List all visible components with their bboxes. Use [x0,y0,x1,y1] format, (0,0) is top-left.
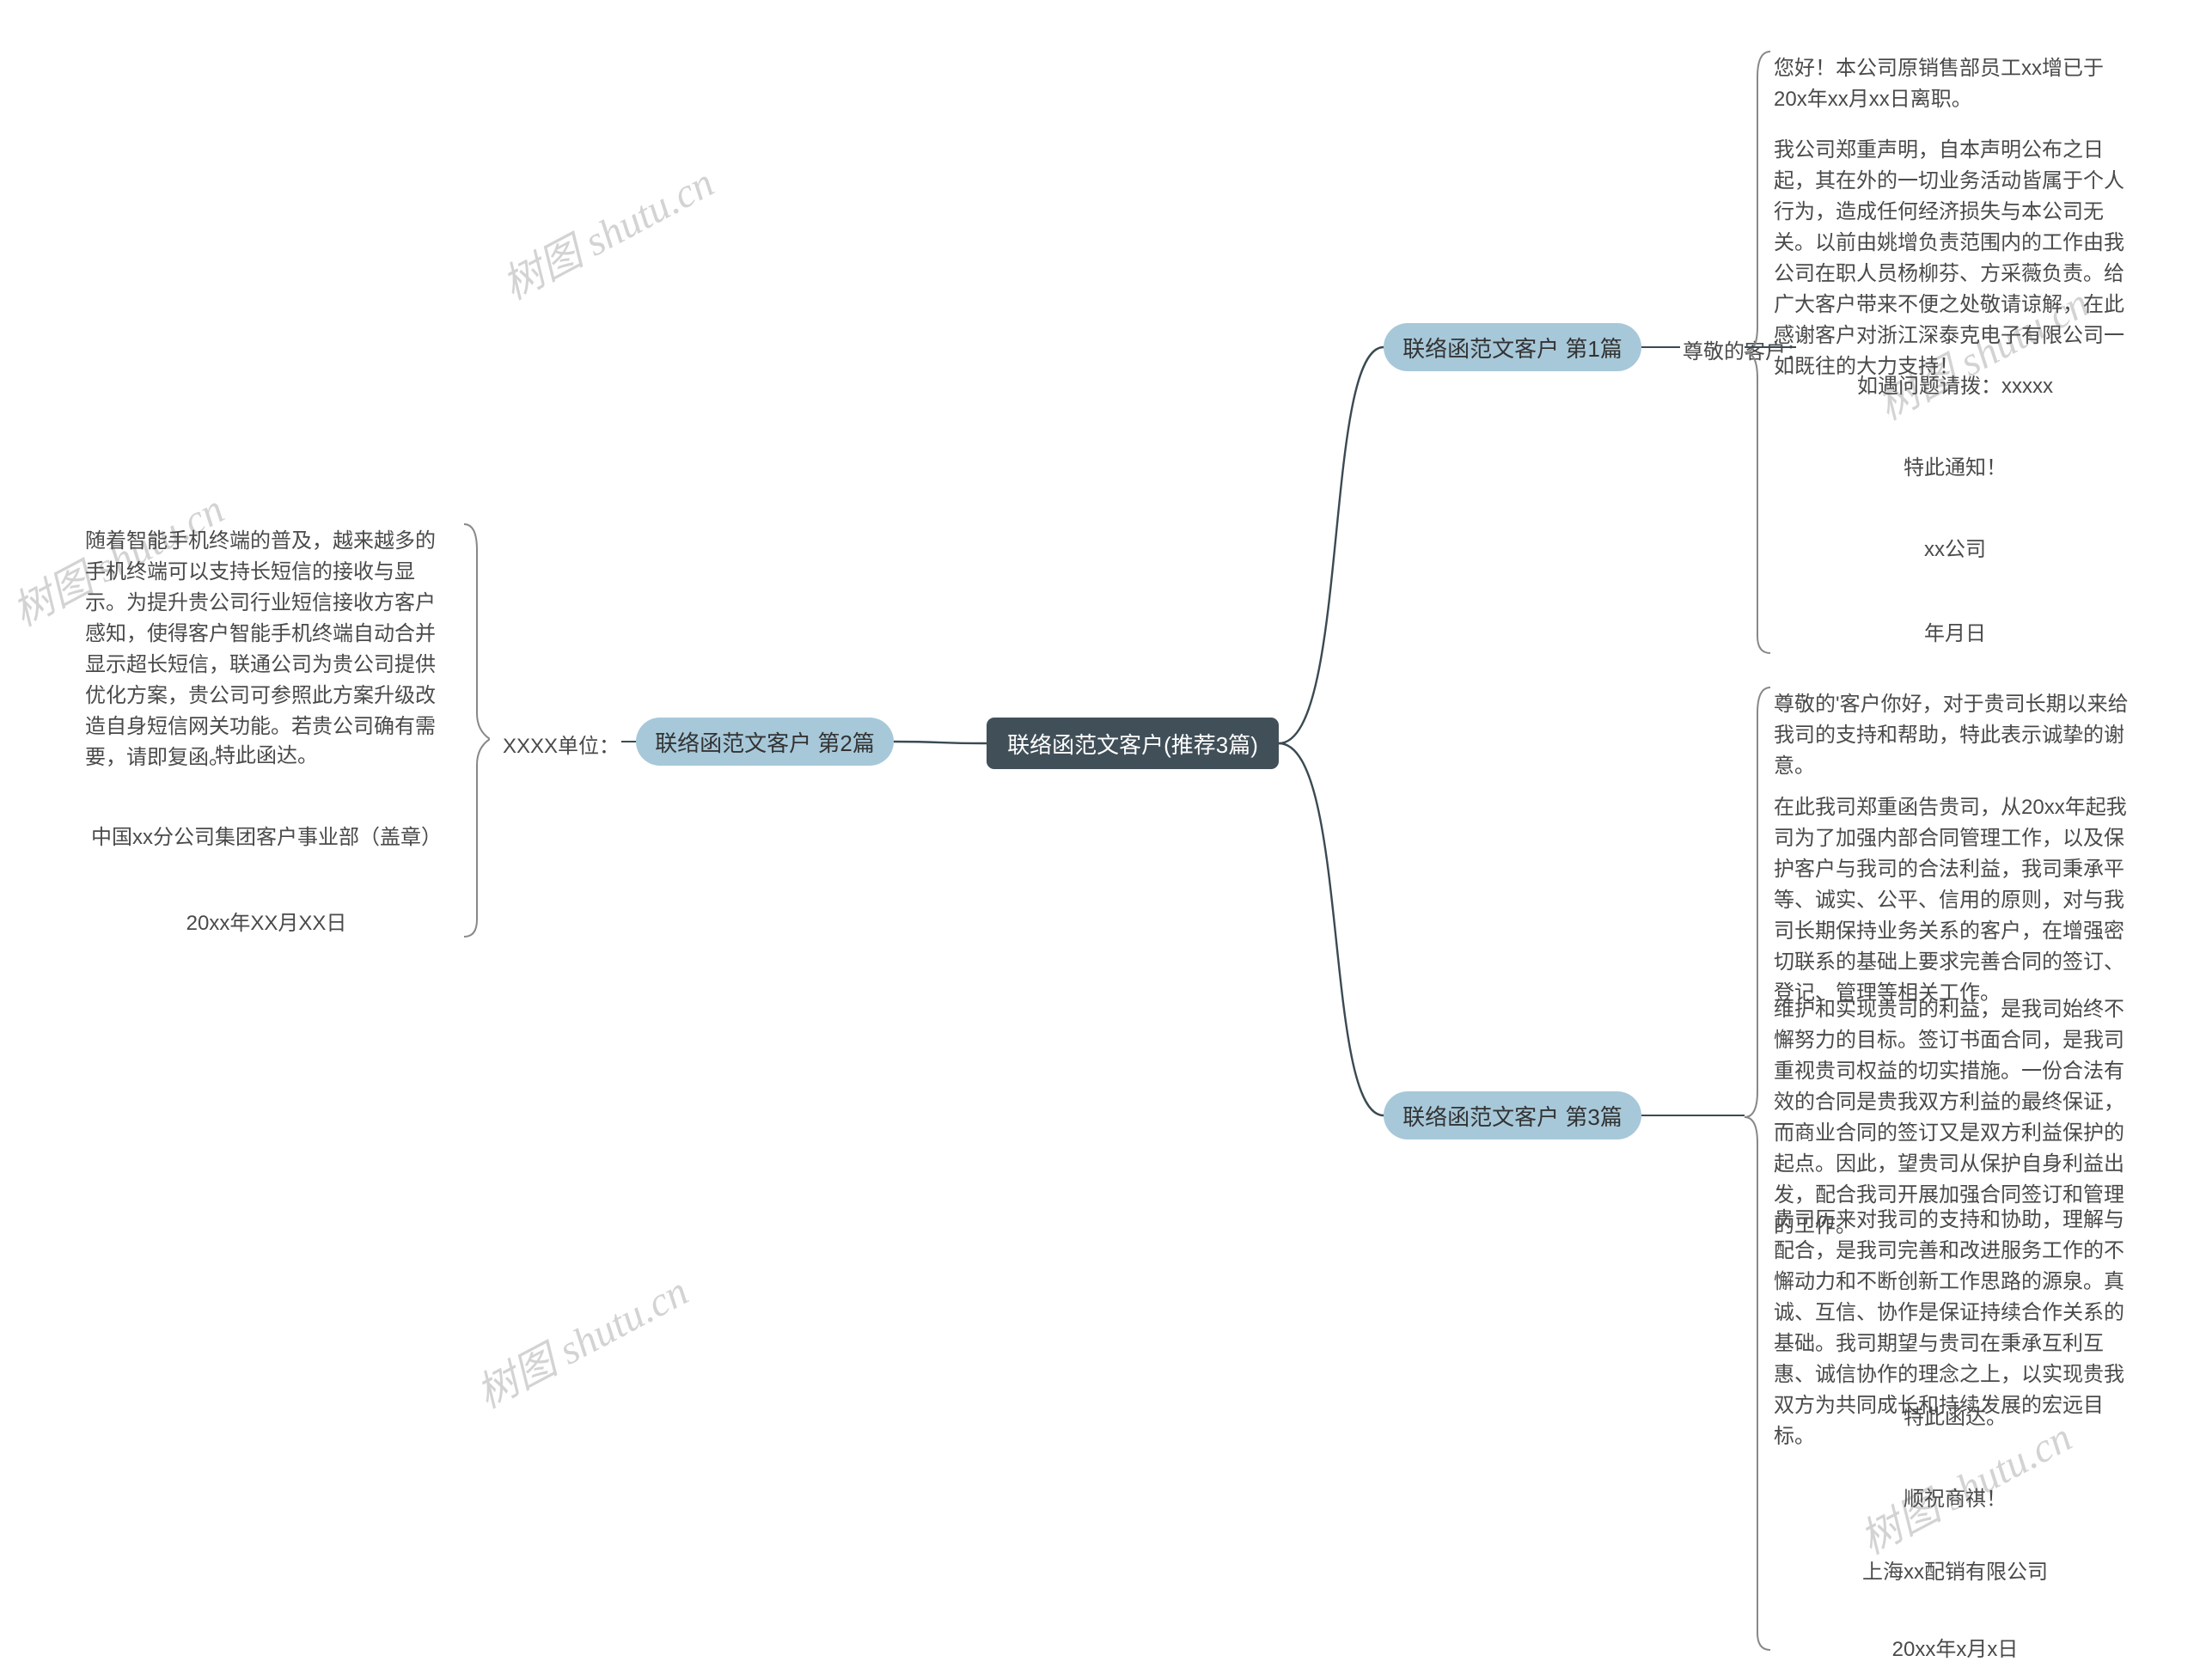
leaf-b2-3: 20xx年XX月XX日 [82,907,451,941]
leaf-b2-2: 中国xx分公司集团客户事业部（盖章） [82,821,451,855]
leaf-b2-1: 特此函达。 [82,739,451,773]
leaf-b1-5: 年月日 [1770,617,2140,651]
branch-2-sublabel: XXXX单位： [501,730,621,764]
bracket-b2 [464,516,490,945]
bracket-b3 [1745,679,1770,1659]
branch-2[interactable]: 联络函范文客户 第2篇 [636,718,894,766]
branch-3[interactable]: 联络函范文客户 第3篇 [1384,1091,1641,1139]
leaf-b3-5: 顺祝商祺！ [1770,1482,2140,1517]
leaf-b3-6: 上海xx配销有限公司 [1770,1555,2140,1590]
leaf-b1-3: 特此通知！ [1770,451,2140,486]
mindmap-canvas: 树图 shutu.cn 树图 shutu.cn 树图 shutu.cn 树图 s… [0,0,2200,1680]
leaf-b3-4: 特此函达。 [1770,1401,2140,1435]
leaf-b3-1: 在此我司郑重函告贵司，从20xx年起我司为了加强内部合同管理工作，以及保护客户与… [1770,791,2140,1011]
watermark: 树图 shutu.cn [490,150,723,311]
leaf-b1-2: 如遇问题请拨：xxxxx [1770,370,2140,404]
leaf-b1-0: 您好！本公司原销售部员工xx增已于20x年xx月xx日离职。 [1770,52,2140,117]
branch-1[interactable]: 联络函范文客户 第1篇 [1384,323,1641,371]
leaf-b1-4: xx公司 [1770,533,2140,567]
root-node[interactable]: 联络函范文客户(推荐3篇) [987,718,1279,769]
leaf-b1-1: 我公司郑重声明，自本声明公布之日起，其在外的一切业务活动皆属于个人行为，造成任何… [1770,133,2140,384]
leaf-b3-7: 20xx年x月x日 [1770,1633,2140,1667]
leaf-b2-0: 随着智能手机终端的普及，越来越多的手机终端可以支持长短信的接收与显示。为提升贵公… [82,524,451,775]
watermark: 树图 shutu.cn [464,1258,697,1420]
leaf-b3-0: 尊敬的'客户你好，对于贵司长期以来给我司的支持和帮助，特此表示诚挚的谢意。 [1770,687,2140,784]
